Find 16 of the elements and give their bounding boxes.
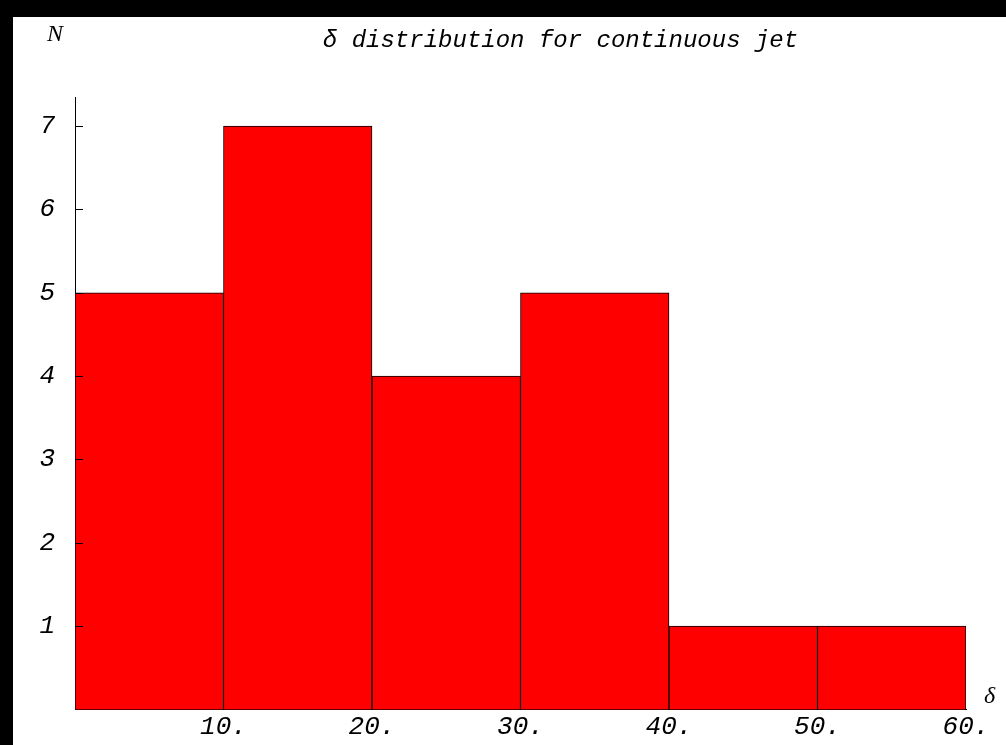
x-tick-label: 50. — [794, 711, 841, 742]
y-tick-label: 2 — [39, 527, 55, 558]
y-tick-label: 7 — [39, 111, 56, 142]
x-tick-label: 20. — [348, 711, 396, 742]
x-tick-label: 40. — [645, 711, 693, 742]
x-axis-title: δ — [984, 682, 996, 709]
x-tick-label: 30. — [497, 711, 544, 742]
chart-title: δ distribution for continuous jet — [322, 27, 799, 54]
y-tick-label: 5 — [39, 277, 55, 308]
y-tick-label: 1 — [39, 610, 55, 641]
x-tick-label: 60. — [942, 711, 990, 742]
y-tick-label: 3 — [39, 444, 55, 475]
y-axis-title: N — [45, 20, 65, 46]
y-tick-label: 4 — [39, 361, 55, 392]
y-tick-label: 6 — [39, 194, 55, 225]
x-tick-label: 10. — [200, 711, 247, 742]
